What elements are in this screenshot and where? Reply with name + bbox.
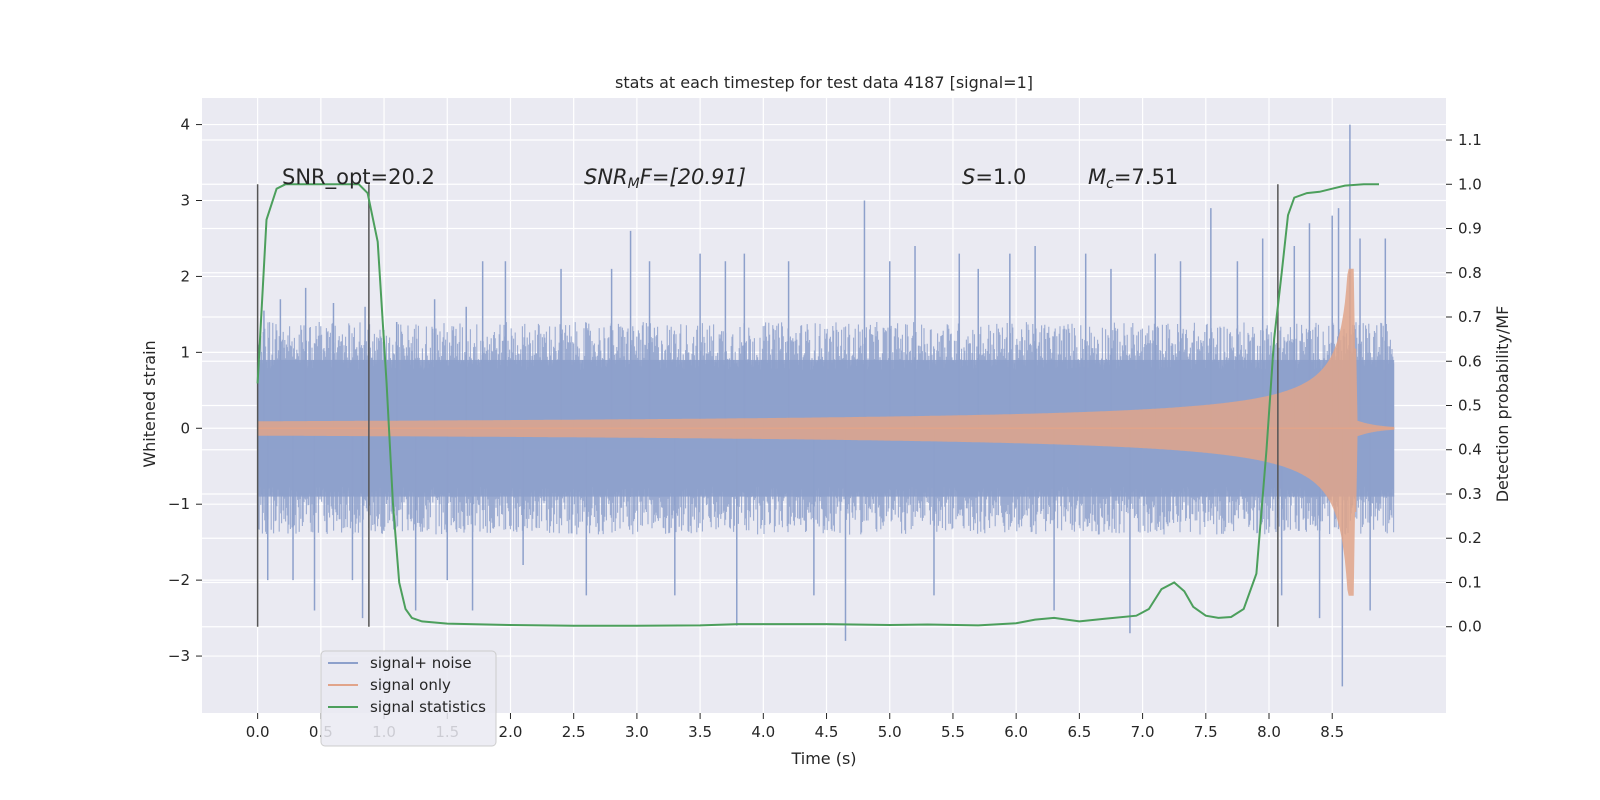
x-tick-label: 3.0 bbox=[625, 723, 649, 741]
x-tick-label: 4.0 bbox=[751, 723, 775, 741]
signal-envelope bbox=[257, 268, 1395, 596]
y-tick-label: 1 bbox=[180, 343, 190, 361]
signal-statistics-line bbox=[256, 183, 1379, 627]
x-tick-label: 7.5 bbox=[1194, 723, 1218, 741]
legend-label-signal: signal only bbox=[370, 676, 451, 694]
legend-label-noise: signal+ noise bbox=[370, 654, 472, 672]
x-tick-label: 3.5 bbox=[688, 723, 712, 741]
y-tick-label: 3 bbox=[180, 192, 190, 210]
x-tick-label: 5.0 bbox=[878, 723, 902, 741]
y2-tick-label: 0.8 bbox=[1458, 264, 1482, 282]
y-tick-label: 2 bbox=[180, 267, 190, 285]
y2-tick-label: 0.3 bbox=[1458, 485, 1482, 503]
y2-tick-label: 1.1 bbox=[1458, 131, 1482, 149]
annotation-mc: Mc=7.51 bbox=[1088, 165, 1178, 192]
x-tick-label: 8.5 bbox=[1320, 723, 1344, 741]
y2-tick-label: 0.2 bbox=[1458, 529, 1482, 547]
x-tick-label: 6.0 bbox=[1004, 723, 1028, 741]
y-tick-label: 4 bbox=[180, 116, 190, 134]
x-axis-label: Time (s) bbox=[790, 749, 856, 768]
y-axis-label: Whitened strain bbox=[140, 340, 159, 467]
legend: signal+ noise signal only signal statist… bbox=[320, 650, 497, 747]
y2-tick-label: 0.4 bbox=[1458, 441, 1482, 459]
y-tick-label: −2 bbox=[168, 571, 190, 589]
x-tick-label: 2.5 bbox=[562, 723, 586, 741]
y-axis-left: 4 3 2 1 0 −1 −2 −3 bbox=[168, 116, 202, 665]
y2-tick-label: 1.0 bbox=[1458, 175, 1482, 193]
y-tick-label: 0 bbox=[180, 419, 190, 437]
x-tick-label: 8.0 bbox=[1257, 723, 1281, 741]
legend-label-statistics: signal statistics bbox=[370, 698, 486, 716]
y2-tick-label: 0.9 bbox=[1458, 220, 1482, 238]
x-tick-label: 0.0 bbox=[246, 723, 270, 741]
annotation-snr-opt: SNR_opt=20.2 bbox=[282, 165, 435, 190]
x-tick-label: 5.5 bbox=[941, 723, 965, 741]
y2-tick-label: 0.0 bbox=[1458, 618, 1482, 636]
y2-tick-label: 0.6 bbox=[1458, 352, 1482, 370]
x-tick-label: 7.0 bbox=[1131, 723, 1155, 741]
vertical-markers bbox=[256, 184, 1279, 627]
annotation-s: S=1.0 bbox=[962, 165, 1026, 189]
y2-tick-label: 0.7 bbox=[1458, 308, 1482, 326]
x-tick-label: 6.5 bbox=[1067, 723, 1091, 741]
y2-tick-label: 0.1 bbox=[1458, 573, 1482, 591]
legend-box bbox=[320, 650, 497, 747]
annotation-snr-mf: SNRMF=[20.91] bbox=[584, 165, 746, 192]
y-axis-right: 1.1 1.0 0.9 0.8 0.7 0.6 0.5 0.4 0.3 0.2 0.1 0.0 bbox=[1446, 131, 1482, 636]
x-tick-label: 2.0 bbox=[499, 723, 523, 741]
y2-tick-label: 0.5 bbox=[1458, 397, 1482, 415]
y-tick-label: −3 bbox=[168, 647, 190, 665]
x-tick-label: 4.5 bbox=[815, 723, 839, 741]
y2-axis-label: Detection probability/MF bbox=[1493, 306, 1512, 503]
signal-series bbox=[257, 268, 1395, 596]
chart-title: stats at each timestep for test data 418… bbox=[615, 73, 1033, 92]
y-tick-label: −1 bbox=[168, 495, 190, 513]
